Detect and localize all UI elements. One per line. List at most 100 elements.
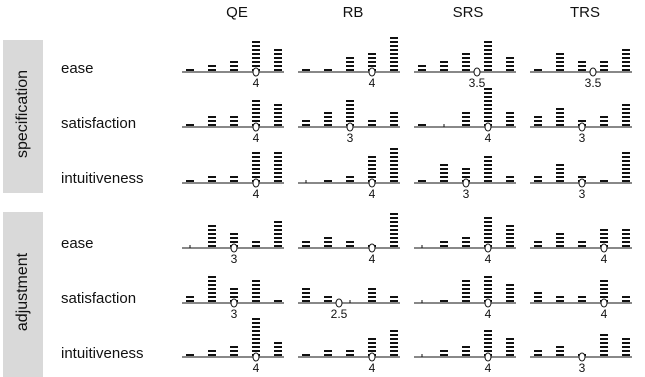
bar-segment: [600, 334, 608, 336]
bar-segment: [302, 120, 310, 122]
bar-segment: [274, 53, 282, 55]
bar-segment: [556, 296, 564, 298]
bar-segment: [556, 172, 564, 174]
bar-segment: [346, 350, 354, 352]
bar-segment: [390, 37, 398, 39]
bar-segment: [556, 237, 564, 239]
bar-segment: [462, 172, 470, 174]
bar-segment: [622, 124, 630, 126]
bar-segment: [368, 168, 376, 170]
bar-segment: [600, 120, 608, 122]
bar-segment: [186, 296, 194, 298]
bar-segment: [208, 120, 216, 122]
bar-segment: [440, 350, 448, 352]
bar-segment: [390, 124, 398, 126]
median-marker: [600, 298, 608, 308]
bar-segment: [506, 233, 514, 235]
bar-segment: [462, 168, 470, 170]
bar-segment: [390, 245, 398, 247]
median-marker: [368, 243, 376, 253]
bar-segment: [484, 280, 492, 282]
bar-segment: [274, 104, 282, 106]
bar-segment: [368, 53, 376, 55]
bar-segment: [484, 292, 492, 294]
bar-segment: [390, 350, 398, 352]
bar-segment: [622, 346, 630, 348]
bar-segment: [252, 346, 260, 348]
median-label: 4: [369, 252, 376, 266]
bar-segment: [578, 241, 586, 243]
bar-segment: [506, 116, 514, 118]
bar-segment: [252, 292, 260, 294]
column-header-trs: TRS: [570, 4, 600, 21]
bar-segment: [230, 288, 238, 290]
bar-segment: [462, 292, 470, 294]
bar-segment: [418, 180, 426, 182]
bar-segment: [252, 280, 260, 282]
bar-segment: [390, 164, 398, 166]
bar-segment: [252, 176, 260, 178]
bar-segment: [622, 152, 630, 154]
bar-segment: [622, 160, 630, 162]
group-box-specification: [3, 40, 43, 193]
bar-segment: [484, 53, 492, 55]
bar-segment: [230, 180, 238, 182]
bar-segment: [622, 229, 630, 231]
bar-segment: [390, 176, 398, 178]
bar-segment: [600, 350, 608, 352]
bar-segment: [484, 116, 492, 118]
bar-segment: [622, 168, 630, 170]
bar-segment: [252, 112, 260, 114]
median-marker: [368, 352, 376, 362]
bar-segment: [600, 69, 608, 71]
bar-segment: [600, 180, 608, 182]
bar-segment: [556, 61, 564, 63]
bar-segment: [556, 120, 564, 122]
bar-segment: [622, 176, 630, 178]
bar-segment: [274, 160, 282, 162]
median-marker: [252, 122, 260, 132]
bar-segment: [600, 116, 608, 118]
bar-segment: [484, 112, 492, 114]
bar-segment: [600, 124, 608, 126]
row-label-adj-intuitiveness: intuitiveness: [61, 345, 144, 362]
bar-segment: [368, 300, 376, 302]
bar-segment: [252, 330, 260, 332]
bar-segment: [390, 65, 398, 67]
bar-segment: [440, 164, 448, 166]
bar-segment: [346, 180, 354, 182]
bar-segment: [324, 120, 332, 122]
bar-segment: [324, 124, 332, 126]
bar-segment: [208, 225, 216, 227]
bar-segment: [346, 57, 354, 59]
bar-segment: [506, 296, 514, 298]
bar-segment: [534, 176, 542, 178]
bar-segment: [252, 296, 260, 298]
bar-segment: [230, 296, 238, 298]
bar-segment: [252, 245, 260, 247]
bar-segment: [462, 241, 470, 243]
median-label: 4: [369, 361, 376, 375]
bar-segment: [600, 229, 608, 231]
bar-segment: [484, 342, 492, 344]
bar-segment: [390, 217, 398, 219]
bar-segment: [600, 296, 608, 298]
bar-segment: [324, 112, 332, 114]
bar-segment: [346, 112, 354, 114]
bar-segment: [390, 53, 398, 55]
bar-segment: [274, 346, 282, 348]
column-header-srs: SRS: [452, 4, 484, 21]
bar-segment: [534, 245, 542, 247]
bar-segment: [622, 233, 630, 235]
bar-segment: [484, 49, 492, 51]
bar-segment: [208, 245, 216, 247]
bar-segment: [600, 280, 608, 282]
median-label: 4: [485, 131, 492, 145]
bar-segment: [484, 104, 492, 106]
bar-segment: [252, 152, 260, 154]
bar-segment: [186, 69, 194, 71]
median-marker: [346, 122, 354, 132]
bar-segment: [440, 176, 448, 178]
bar-segment: [186, 300, 194, 302]
bar-segment: [600, 288, 608, 290]
